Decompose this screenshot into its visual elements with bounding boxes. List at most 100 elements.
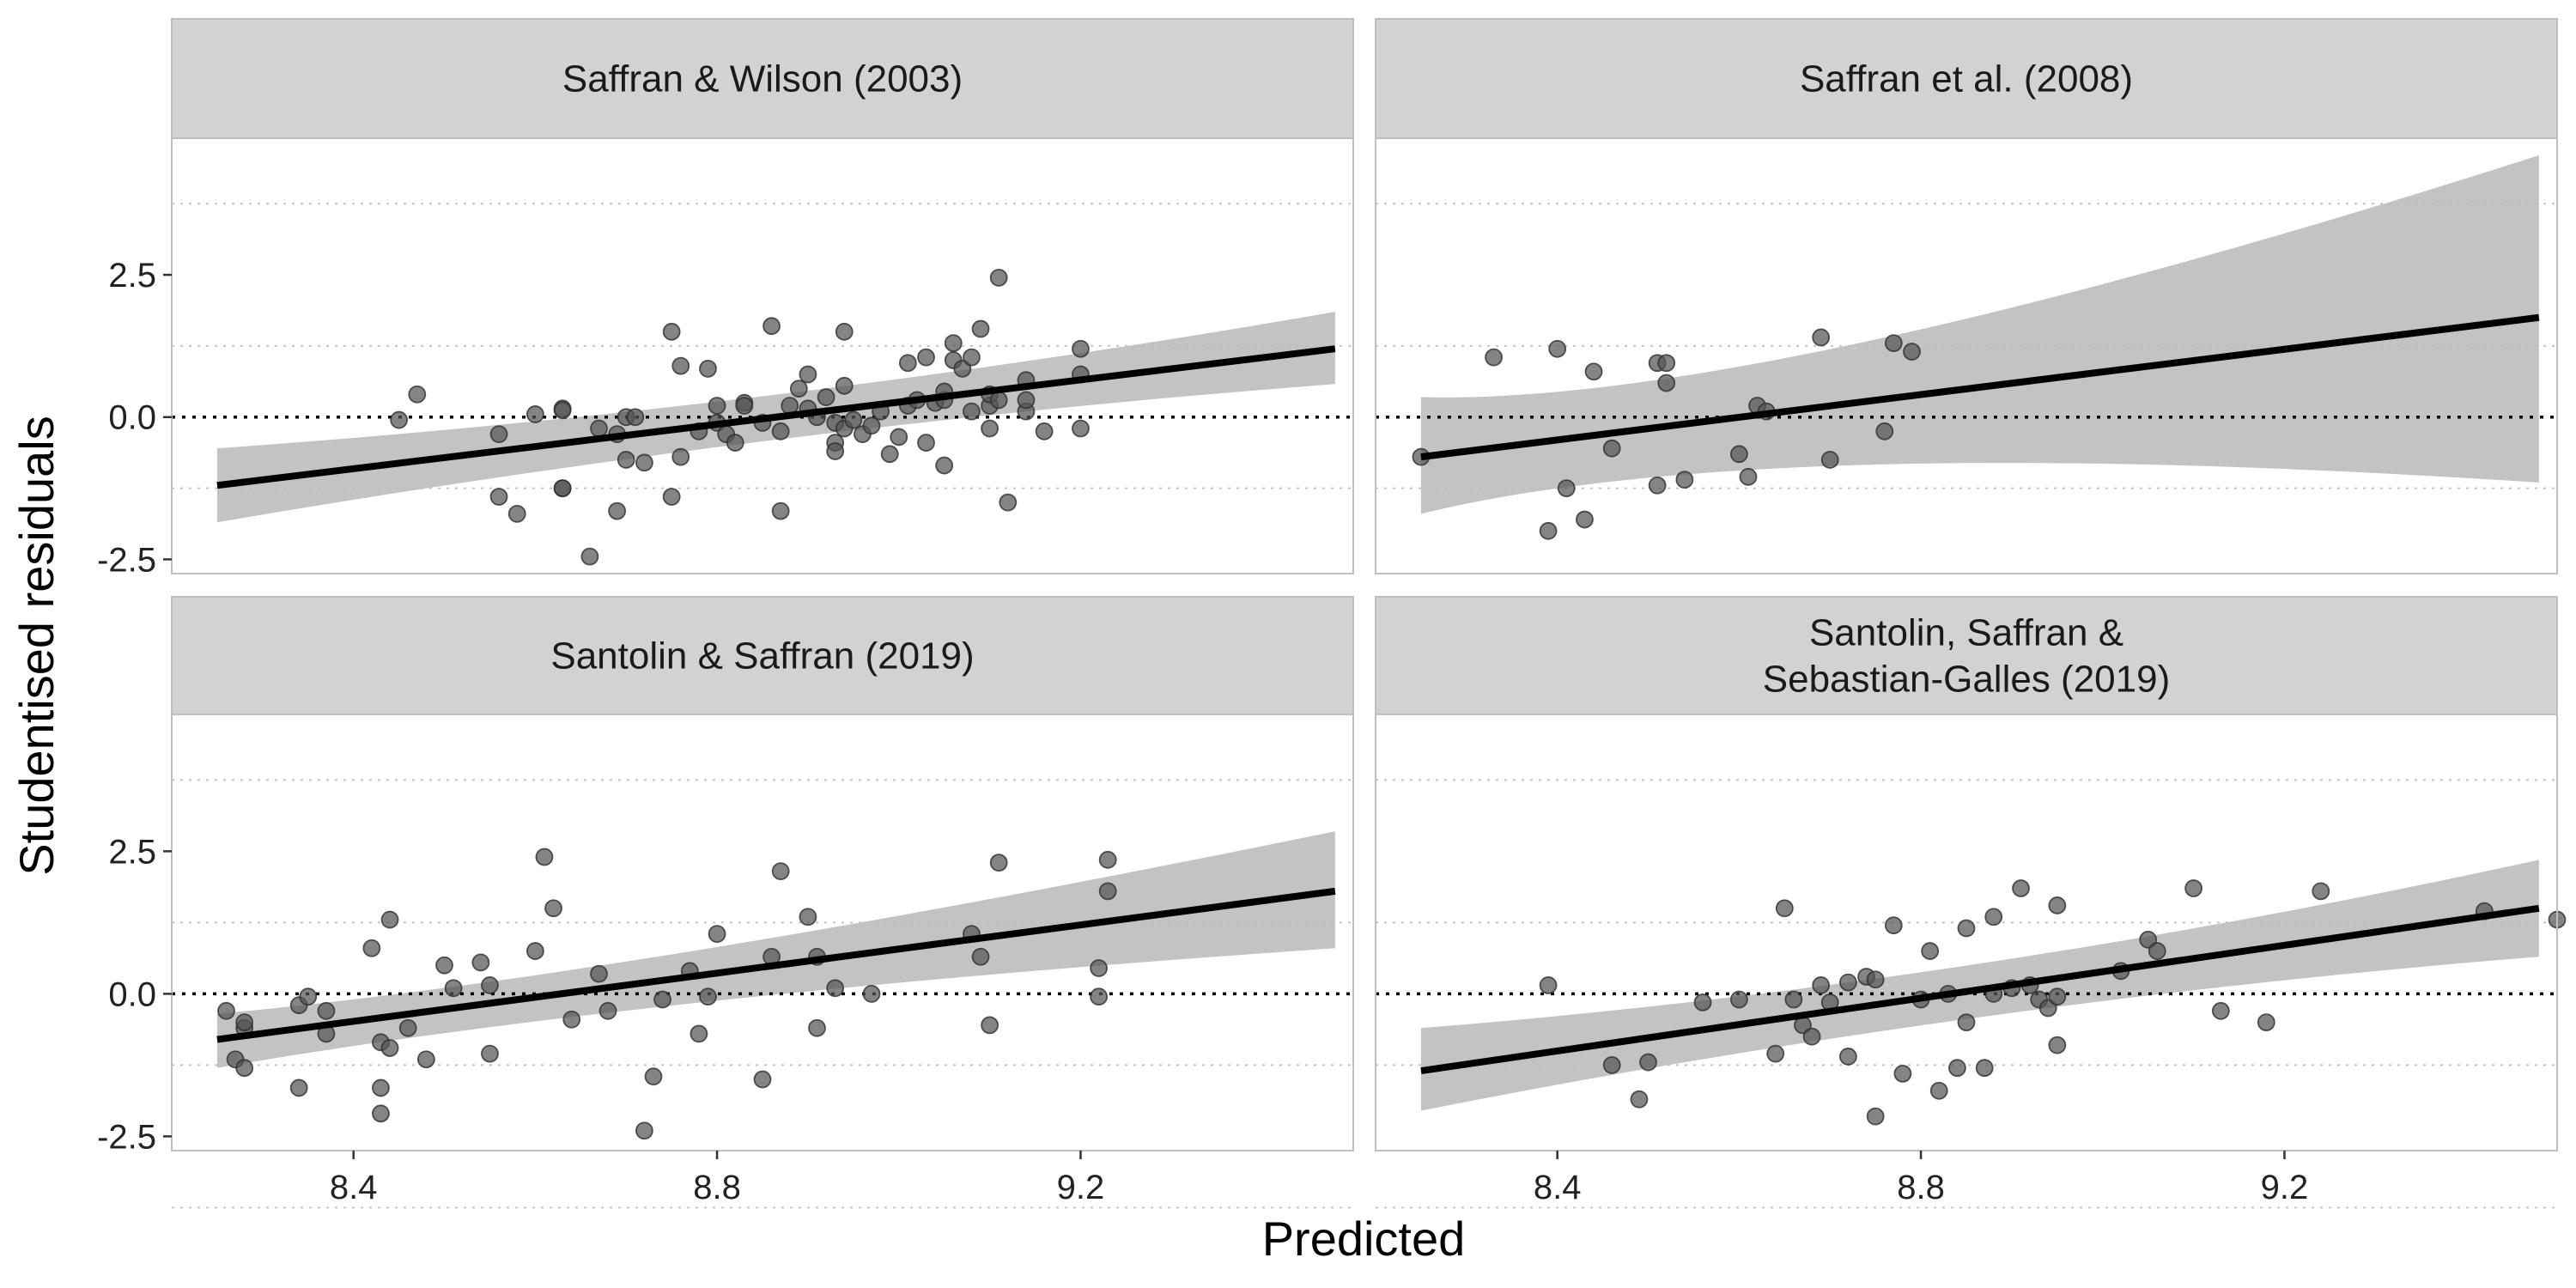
data-point	[826, 442, 845, 460]
facet-title-line: Saffran & Wilson (2003)	[562, 58, 963, 100]
data-point	[1648, 476, 1667, 495]
data-point	[526, 405, 544, 423]
data-point	[481, 1044, 499, 1063]
data-point	[726, 434, 744, 452]
data-point	[1921, 942, 1940, 960]
data-point	[235, 1059, 254, 1078]
data-point	[1903, 343, 1921, 361]
data-point	[799, 908, 817, 927]
data-point	[489, 425, 508, 444]
data-point	[1098, 850, 1117, 869]
data-point	[1948, 1059, 1966, 1078]
data-point	[1602, 439, 1621, 458]
data-point	[981, 1016, 999, 1035]
data-point	[617, 451, 635, 469]
data-point	[817, 388, 835, 406]
data-point	[635, 453, 653, 472]
data-point	[1820, 451, 1839, 469]
data-point	[1098, 882, 1117, 901]
facet-strip	[1375, 18, 2558, 139]
data-point	[390, 410, 409, 429]
data-point	[1090, 987, 1109, 1006]
data-point	[372, 1104, 390, 1123]
data-point	[372, 1078, 390, 1097]
facet-title-line: Saffran et al. (2008)	[1800, 58, 2133, 100]
data-point	[762, 317, 781, 336]
x-tick-label: 9.2	[2261, 1169, 2309, 1206]
data-point	[2184, 879, 2203, 897]
fit-line	[216, 887, 1336, 1043]
data-point	[771, 501, 790, 520]
data-point	[2257, 1013, 2275, 1031]
data-point	[1884, 916, 1903, 935]
facet-title-line: Santolin, Saffran &	[1809, 612, 2123, 654]
data-point	[1957, 919, 1976, 938]
x-tick-label: 8.4	[330, 1169, 378, 1206]
data-point	[526, 942, 544, 960]
data-point	[771, 862, 790, 881]
data-point	[708, 925, 726, 944]
data-point	[1675, 471, 1694, 489]
data-point	[444, 979, 463, 998]
data-point	[1766, 1044, 1785, 1063]
data-point	[1957, 1013, 1976, 1031]
data-point	[590, 419, 608, 438]
data-point	[2148, 942, 2166, 960]
data-point	[671, 447, 690, 466]
data-point	[799, 365, 817, 384]
data-point	[299, 987, 318, 1006]
data-point	[435, 956, 453, 975]
data-point	[1539, 976, 1558, 994]
panel-border	[171, 137, 1354, 574]
facet-strip	[171, 18, 1354, 139]
data-point	[862, 416, 881, 435]
data-point	[844, 410, 863, 429]
panel-1: Saffran & Wilson (2003) -2.5 0.0 2.5	[97, 18, 1354, 632]
data-point	[235, 1013, 254, 1031]
facet-title-line: Santolin & Saffran (2019)	[550, 635, 974, 677]
data-point	[1639, 1053, 1657, 1072]
data-point	[1838, 1048, 1857, 1066]
data-point	[1693, 993, 1712, 1012]
data-point	[289, 1078, 308, 1097]
y-tick-label: 2.5	[108, 257, 156, 295]
data-point	[653, 990, 671, 1009]
data-point	[398, 1018, 417, 1037]
data-point	[362, 939, 381, 957]
y-tick-label: 2.5	[108, 833, 156, 871]
data-point	[835, 322, 854, 341]
data-point	[471, 953, 490, 972]
data-point	[1584, 362, 1603, 381]
data-point	[789, 380, 808, 398]
y-axis-title: Studentised residuals	[9, 416, 64, 875]
data-point	[1657, 374, 1676, 392]
panel-border	[1375, 137, 2558, 574]
data-point	[1072, 419, 1090, 438]
data-point	[826, 979, 845, 998]
data-point	[590, 964, 608, 983]
panel-border	[1375, 714, 2558, 1151]
panel-border	[171, 714, 1354, 1151]
data-point	[1739, 467, 1758, 486]
data-point	[1072, 339, 1090, 358]
data-point	[671, 356, 690, 375]
data-point	[989, 268, 1008, 287]
data-point	[1485, 348, 1503, 367]
facet-title-line: Sebastian-Galles (2019)	[1763, 659, 2170, 701]
data-point	[380, 1039, 399, 1057]
data-point	[1929, 1081, 1948, 1100]
data-point	[971, 319, 990, 338]
data-point	[562, 1010, 581, 1029]
data-point	[989, 854, 1008, 872]
data-point	[935, 456, 954, 475]
panel-4: Santolin, Saffran & Sebastian-Galles (201…	[1375, 596, 2567, 1209]
data-point	[1784, 990, 1803, 1009]
data-point	[917, 348, 935, 367]
y-tick-label: -2.5	[97, 1118, 156, 1156]
data-point	[1657, 354, 1676, 373]
data-point	[771, 422, 790, 440]
data-point	[489, 488, 508, 506]
y-tick-label: -2.5	[97, 541, 156, 579]
data-point	[835, 376, 854, 395]
data-point	[1812, 976, 1831, 994]
